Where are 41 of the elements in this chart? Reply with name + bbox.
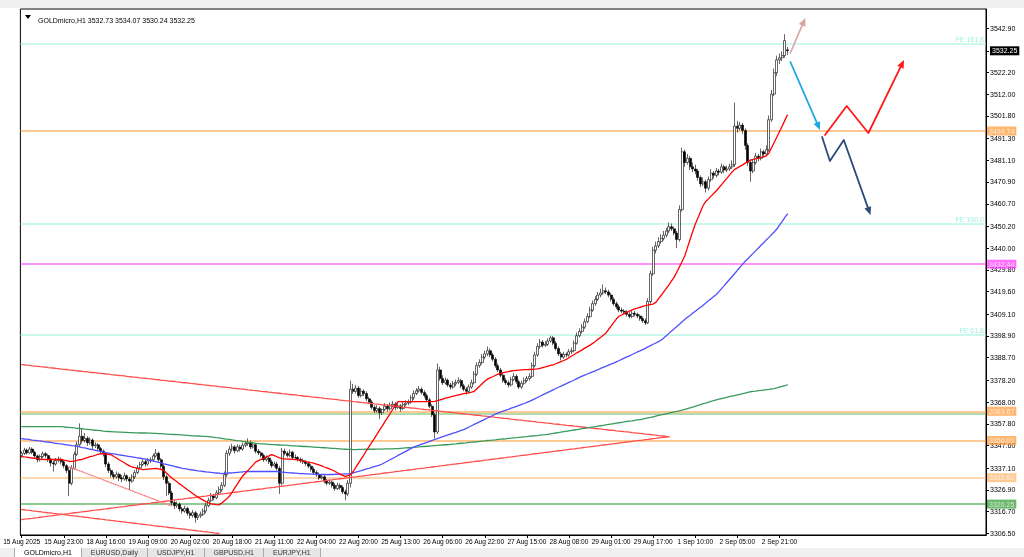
candlestick — [520, 380, 523, 390]
candlestick — [236, 444, 239, 453]
line-series — [21, 384, 788, 451]
candlestick — [436, 363, 439, 435]
candlestick — [178, 502, 181, 512]
line-series — [68, 466, 173, 507]
candlestick — [365, 391, 368, 402]
candlestick — [628, 311, 631, 319]
candlestick — [357, 385, 360, 399]
candlestick — [486, 346, 489, 357]
candlestick — [670, 223, 673, 232]
candlestick — [420, 387, 423, 395]
candlestick — [86, 435, 89, 447]
candlestick — [128, 476, 131, 490]
candlestick — [449, 382, 452, 390]
candlestick — [407, 399, 410, 406]
candlestick — [28, 446, 31, 455]
candlestick — [186, 506, 189, 517]
candlestick — [328, 479, 331, 486]
candlestick — [507, 380, 510, 388]
candlestick — [44, 451, 47, 459]
candlestick — [265, 455, 268, 462]
candlestick — [336, 482, 339, 491]
candlestick — [607, 289, 610, 298]
candlestick — [307, 461, 310, 469]
candlestick — [199, 511, 202, 519]
candlestick — [599, 288, 602, 298]
candlestick — [386, 403, 389, 412]
candlestick — [657, 237, 660, 249]
candlestick — [257, 448, 260, 456]
candlestick — [620, 307, 623, 314]
candlestick — [115, 471, 118, 479]
candlestick — [728, 163, 731, 172]
candlestick — [286, 450, 289, 458]
candlestick — [249, 440, 252, 450]
candlestick — [636, 312, 639, 319]
candlestick — [94, 441, 97, 449]
candlestick — [720, 163, 723, 174]
candlestick — [457, 377, 460, 385]
candlestick — [378, 405, 381, 420]
candlestick — [549, 335, 552, 343]
